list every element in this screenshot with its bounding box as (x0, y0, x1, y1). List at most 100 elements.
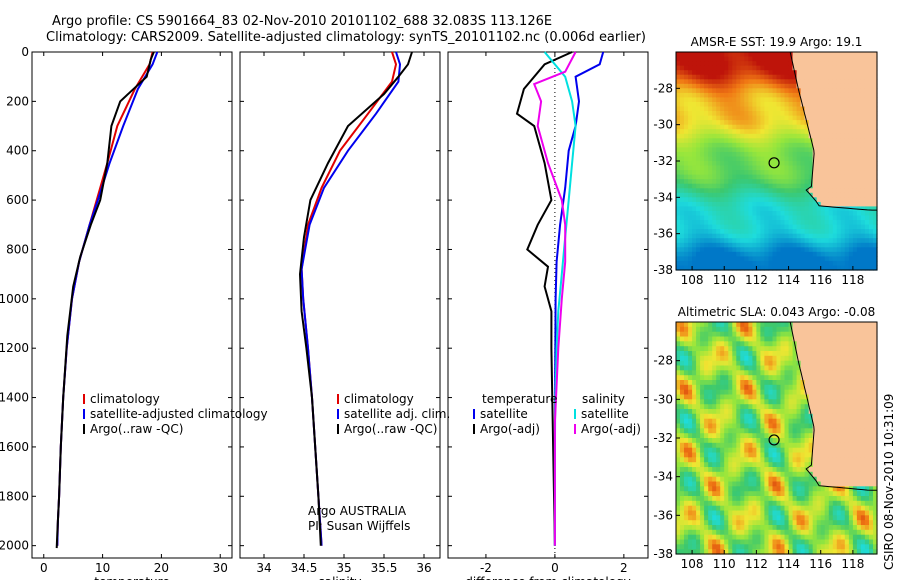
map-cell (704, 201, 709, 207)
map-cell (736, 399, 741, 405)
map-cell (732, 389, 737, 396)
map-cell (712, 457, 717, 463)
map-cell (832, 215, 838, 221)
map-cell (732, 380, 737, 386)
map-cell (873, 452, 878, 458)
map-cell (680, 404, 685, 410)
map-cell (768, 496, 774, 502)
map-cell (784, 102, 790, 108)
map-cell (856, 428, 862, 434)
map-cell (708, 505, 713, 512)
map-cell (696, 265, 701, 271)
map-cell (740, 549, 745, 555)
map-cell (676, 351, 681, 357)
map-cell (732, 360, 737, 367)
x-tick-label: 2 (620, 561, 628, 575)
map-cell (808, 534, 814, 541)
map-cell (696, 260, 701, 266)
map-cell (724, 183, 729, 189)
map-cell (804, 486, 810, 492)
map-cell (780, 174, 786, 180)
map-cell (873, 413, 878, 420)
map-cell (828, 138, 834, 144)
map-cell (812, 360, 818, 367)
map-cell (796, 147, 802, 153)
map-cell (772, 384, 778, 391)
map-cell (744, 500, 749, 507)
map-cell (696, 111, 701, 117)
map-cell (776, 147, 782, 153)
map-cell (836, 447, 842, 454)
map-cell (772, 142, 778, 148)
map-cell (696, 438, 701, 444)
map-cell (704, 224, 709, 230)
map-cell (780, 206, 786, 212)
map-cell (764, 97, 769, 103)
map-cell (844, 351, 850, 357)
map-cell (716, 142, 721, 148)
map-cell (832, 151, 838, 157)
map-cell (692, 539, 697, 545)
map-cell (764, 433, 769, 439)
map-cell (764, 224, 769, 230)
map-cell (856, 370, 862, 376)
map-cell (852, 247, 858, 253)
map-cell (800, 79, 806, 85)
map-cell (828, 61, 834, 67)
map-cell (748, 471, 753, 478)
map-cell (873, 265, 878, 271)
map-cell (816, 486, 822, 492)
map-cell (788, 83, 794, 89)
map-cell (808, 211, 814, 217)
map-cell (792, 491, 798, 497)
map-cell (796, 161, 802, 167)
map-cell (780, 260, 786, 266)
map-cell (844, 409, 850, 415)
map-cell (676, 56, 681, 62)
map-cell (848, 260, 854, 266)
map-cell (816, 384, 822, 391)
map-cell (824, 251, 830, 257)
map-cell (700, 481, 705, 487)
map-cell (832, 418, 838, 425)
map-cell (732, 384, 737, 391)
map-cell (792, 65, 798, 71)
map-cell (716, 351, 721, 357)
map-cell (684, 418, 689, 425)
map-cell (736, 52, 741, 58)
map-cell (692, 206, 697, 212)
map-cell (856, 197, 862, 203)
map-cell (860, 428, 866, 434)
map-cell (873, 242, 878, 248)
map-cell (844, 423, 850, 429)
map-cell (720, 97, 725, 103)
map-cell (804, 138, 810, 144)
map-cell (712, 486, 717, 492)
map-cell (812, 442, 818, 449)
map-cell (776, 486, 782, 492)
map-cell (752, 251, 757, 257)
map-cell (680, 360, 685, 367)
map-cell (708, 544, 713, 550)
map-cell (740, 409, 745, 415)
map-cell (869, 447, 874, 454)
map-cell (832, 197, 838, 203)
map-cell (772, 83, 778, 89)
map-cell (712, 423, 717, 429)
map-cell (748, 133, 753, 139)
map-cell (824, 433, 830, 439)
map-cell (812, 380, 818, 386)
map-cell (740, 183, 745, 189)
x-tick-label: 20 (154, 561, 169, 575)
map-cell (708, 83, 713, 89)
map-cell (712, 70, 717, 76)
map-cell (784, 331, 790, 338)
map-cell (700, 183, 705, 189)
map-cell (788, 404, 794, 410)
map-cell (820, 183, 826, 189)
map-cell (720, 129, 725, 135)
map-cell (796, 65, 802, 71)
map-cell (864, 462, 870, 468)
map-cell (869, 351, 874, 357)
map-cell (684, 346, 689, 352)
